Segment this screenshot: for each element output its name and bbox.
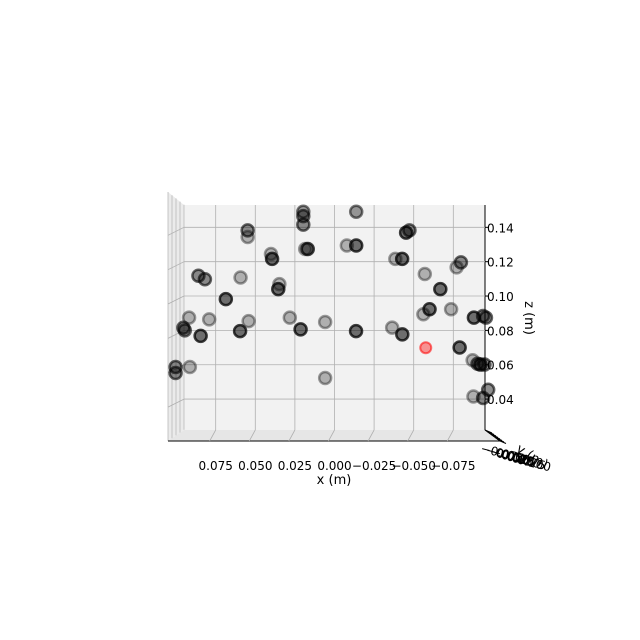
z-left-grid-line: [167, 295, 185, 305]
z-axis-label: z (m): [521, 301, 536, 335]
sensor-marker: [417, 266, 433, 282]
grid-lines: [167, 205, 485, 442]
y-tick-mark: [490, 434, 499, 438]
x-tick-label: 0.075: [199, 459, 233, 473]
x-tick-label: −0.075: [431, 459, 475, 473]
sensor-marker: [453, 255, 469, 270]
sensor-marker: [466, 310, 482, 325]
z-tick-label: 0.04: [487, 393, 514, 407]
z-tick-label: 0.08: [487, 324, 514, 338]
sensor-marker: [218, 291, 234, 307]
sensor-marker: [475, 390, 491, 406]
x-tick-label: −0.050: [391, 459, 435, 473]
x-floor-grid-line: [367, 429, 375, 442]
sensor-marker: [300, 241, 315, 257]
z-ticks: 0.04 0.06 0.08 0.10 0.12 0.14: [485, 221, 514, 407]
markers: [168, 204, 496, 406]
sensor-marker: [201, 312, 217, 327]
x-axis-label: x (m): [317, 473, 352, 488]
sensor-marker: [197, 271, 213, 287]
x-floor-grid-line: [328, 429, 335, 442]
sensor-marker: [317, 314, 333, 330]
x-floor-grid-line: [407, 429, 415, 442]
x-floor-grid-line: [209, 429, 217, 442]
y-tick-mark: [494, 437, 503, 441]
sensor-marker: [282, 310, 298, 325]
sensor-marker: [478, 310, 494, 325]
z-tick-label: 0.06: [487, 359, 514, 373]
y-tick-mark: [484, 429, 493, 434]
z-left-grid-line: [167, 261, 185, 271]
sensor-marker: [452, 340, 467, 355]
x-tick-label: 0.025: [278, 459, 312, 473]
sensor-marker: [241, 313, 256, 329]
sensor-marker: [398, 225, 414, 240]
axes-panes: [167, 192, 501, 442]
z-left-grid-line: [167, 226, 185, 236]
z-left-grid-line: [167, 398, 185, 408]
sensor-marker: [232, 323, 248, 339]
x-floor-grid-line: [288, 429, 296, 442]
y-tick-mark: [492, 435, 501, 440]
z-tick-label: 0.10: [487, 290, 514, 304]
y-tick-mark: [498, 440, 507, 444]
x-tick-label: −0.025: [352, 459, 396, 473]
sensor-marker: [264, 251, 280, 267]
sensor-marker: [293, 322, 308, 337]
sensor-marker: [473, 357, 488, 372]
left-pane-layer-lines: [167, 192, 185, 441]
sensor-marker: [394, 251, 410, 267]
sensor-marker: [240, 223, 255, 238]
sensor-marker: [271, 281, 286, 297]
sensor-marker: [182, 359, 198, 375]
y-tick-mark: [496, 438, 505, 443]
sensor-marker: [443, 302, 459, 317]
x-ticks: 0.075 0.050 0.025 0.000 −0.025−0.050−0.075: [199, 459, 476, 473]
sensor-marker: [433, 281, 448, 297]
sensor-marker: [177, 323, 193, 338]
y-tick-mark: [486, 431, 495, 435]
sensor-marker: [348, 238, 364, 253]
sensor-marker: [193, 328, 208, 344]
sensor-marker: [168, 365, 183, 381]
sensor-marker: [317, 370, 333, 386]
x-tick-label: 0.050: [238, 459, 272, 473]
sensor-marker: [348, 204, 364, 219]
highlighted-marker: [419, 341, 433, 355]
sensor-marker: [395, 327, 410, 342]
x-floor-grid-line: [248, 429, 256, 442]
x-tick-label: 0.000: [317, 459, 351, 473]
sensor-marker: [233, 270, 248, 285]
sensor-marker: [422, 302, 437, 317]
z-tick-label: 0.14: [487, 221, 514, 235]
z-left-grid-line: [167, 330, 185, 339]
x-floor-grid-line: [446, 429, 454, 442]
sensor-marker: [348, 323, 364, 339]
sensor-marker: [296, 217, 311, 232]
sensor-marker: [384, 320, 400, 335]
y-tick-mark: [488, 432, 497, 437]
z-tick-label: 0.12: [487, 256, 514, 270]
